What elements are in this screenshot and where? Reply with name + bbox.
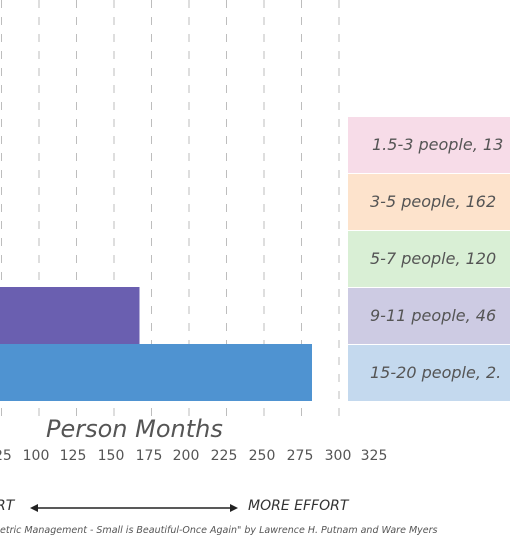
x-tick-label: 225 — [210, 448, 238, 464]
effort-scale: RT MORE EFFORT — [0, 498, 510, 518]
legend-item: 3-5 people, 162 — [348, 174, 510, 230]
x-tick-label: 100 — [22, 448, 50, 464]
x-tick-label: 25 — [0, 448, 12, 464]
x-tick-label: 200 — [172, 448, 200, 464]
grid-lines — [1, 0, 340, 420]
x-tick-label: 250 — [248, 448, 276, 464]
legend: 1.5-3 people, 13 3-5 people, 162 5-7 peo… — [348, 117, 510, 402]
less-effort-label: RT — [0, 498, 15, 514]
x-tick-label: 275 — [286, 448, 314, 464]
x-tick-label: 325 — [360, 448, 388, 464]
legend-item: 5-7 people, 120 — [348, 231, 510, 287]
legend-item: 15-20 people, 2. — [348, 345, 510, 401]
x-tick-label: 300 — [324, 448, 352, 464]
bar-chart — [0, 0, 340, 420]
x-axis-ticks: 25 100 125 150 175 200 225 250 275 300 325 — [0, 448, 510, 470]
x-tick-label: 150 — [97, 448, 125, 464]
legend-item: 9-11 people, 46 — [348, 288, 510, 344]
more-effort-label: MORE EFFORT — [248, 498, 349, 514]
x-tick-label: 175 — [135, 448, 163, 464]
legend-item: 1.5-3 people, 13 — [348, 117, 510, 173]
bars — [0, 287, 312, 401]
bar — [0, 287, 140, 344]
source-citation: etric Management - Small is Beautiful-On… — [0, 525, 438, 536]
double-arrow-icon — [30, 504, 238, 512]
x-tick-label: 125 — [59, 448, 87, 464]
x-axis-title: Person Months — [46, 415, 223, 443]
bar — [0, 344, 312, 401]
